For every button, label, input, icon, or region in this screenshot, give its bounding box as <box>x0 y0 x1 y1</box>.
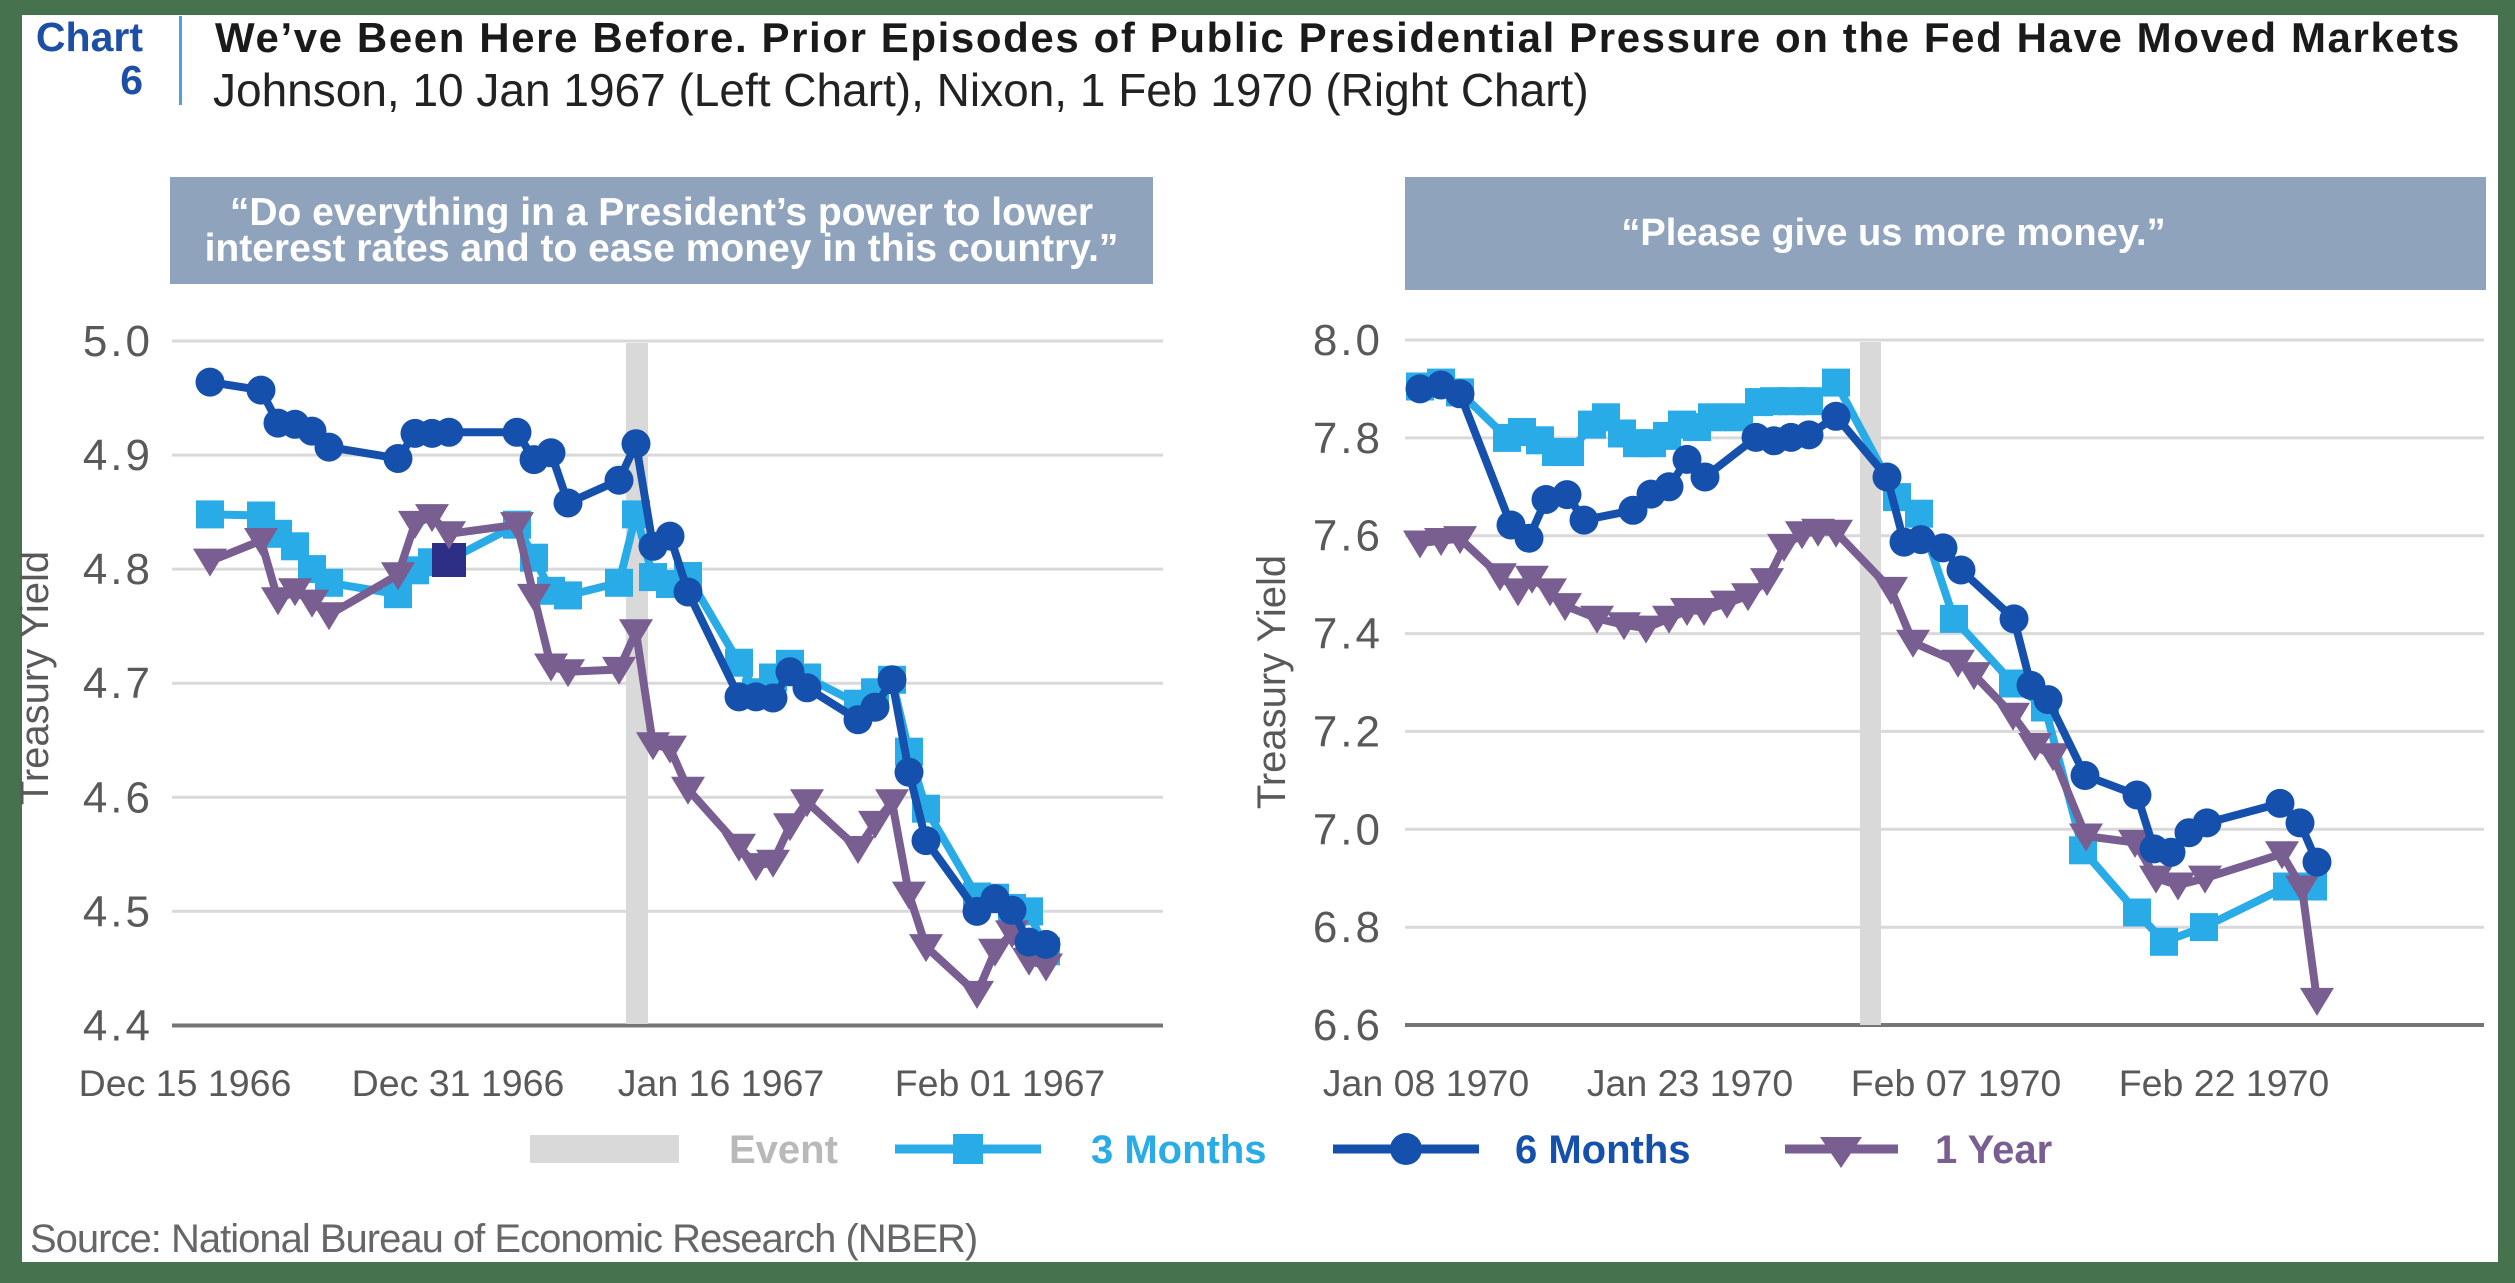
svg-text:7.6: 7.6 <box>1313 512 1383 561</box>
svg-text:Event: Event <box>729 1128 838 1172</box>
svg-text:4.4: 4.4 <box>83 1001 153 1050</box>
svg-text:6.8: 6.8 <box>1313 903 1383 952</box>
svg-text:8.0: 8.0 <box>1313 316 1383 365</box>
svg-text:Feb 22 1970: Feb 22 1970 <box>2119 1062 2330 1104</box>
svg-text:4.8: 4.8 <box>83 545 153 594</box>
svg-text:4.9: 4.9 <box>83 431 153 480</box>
svg-text:6 Months: 6 Months <box>1515 1128 1691 1172</box>
svg-text:Dec 31 1966: Dec 31 1966 <box>352 1062 565 1104</box>
svg-text:1 Year: 1 Year <box>1935 1128 2052 1172</box>
svg-text:4.7: 4.7 <box>83 659 153 708</box>
svg-text:7.2: 7.2 <box>1313 707 1383 756</box>
svg-text:4.6: 4.6 <box>83 773 153 822</box>
svg-text:7.8: 7.8 <box>1313 414 1383 463</box>
svg-text:Treasury Yield: Treasury Yield <box>13 551 57 805</box>
svg-text:Dec 15 1966: Dec 15 1966 <box>79 1062 292 1104</box>
svg-text:Treasury Yield: Treasury Yield <box>1250 555 1294 809</box>
svg-text:5.0: 5.0 <box>83 317 153 366</box>
svg-text:Feb 07 1970: Feb 07 1970 <box>1851 1062 2062 1104</box>
svg-text:Jan 23 1970: Jan 23 1970 <box>1587 1062 1793 1104</box>
svg-text:7.4: 7.4 <box>1313 610 1383 659</box>
svg-text:Feb 01 1967: Feb 01 1967 <box>895 1062 1106 1104</box>
svg-text:6.6: 6.6 <box>1313 1001 1383 1050</box>
svg-text:7.0: 7.0 <box>1313 805 1383 854</box>
svg-text:4.5: 4.5 <box>83 887 153 936</box>
svg-text:Jan 16 1967: Jan 16 1967 <box>618 1062 824 1104</box>
svg-text:3 Months: 3 Months <box>1091 1128 1267 1172</box>
svg-text:Jan 08 1970: Jan 08 1970 <box>1323 1062 1529 1104</box>
